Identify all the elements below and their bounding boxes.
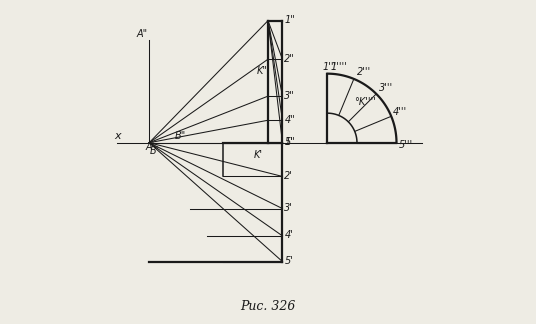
Text: 2': 2' [285, 171, 293, 181]
Text: 1': 1' [285, 137, 293, 147]
Text: x: x [114, 131, 121, 141]
Text: °K'''': °K'''' [354, 98, 376, 108]
Text: K": K" [257, 66, 267, 76]
Text: 3': 3' [285, 203, 293, 213]
Text: 4": 4" [285, 115, 295, 125]
Text: 4': 4' [285, 230, 293, 240]
Text: 3": 3" [285, 91, 295, 101]
Text: K': K' [254, 150, 263, 160]
Text: B': B' [150, 146, 159, 156]
Text: 5''': 5''' [398, 140, 413, 150]
Text: B": B" [175, 131, 186, 141]
Text: A": A" [136, 29, 147, 39]
Text: 4''': 4''' [393, 107, 407, 117]
Text: 1''': 1''' [323, 62, 337, 72]
Text: Рис. 326: Рис. 326 [240, 300, 296, 313]
Text: 2''': 2''' [357, 67, 371, 77]
Text: 1": 1" [285, 15, 295, 25]
Text: 2": 2" [285, 54, 295, 64]
Text: 1'''': 1'''' [331, 62, 347, 72]
Text: 5": 5" [285, 137, 295, 147]
Text: A': A' [145, 142, 154, 152]
Text: 3''': 3''' [379, 83, 393, 93]
Text: 5': 5' [285, 256, 293, 266]
